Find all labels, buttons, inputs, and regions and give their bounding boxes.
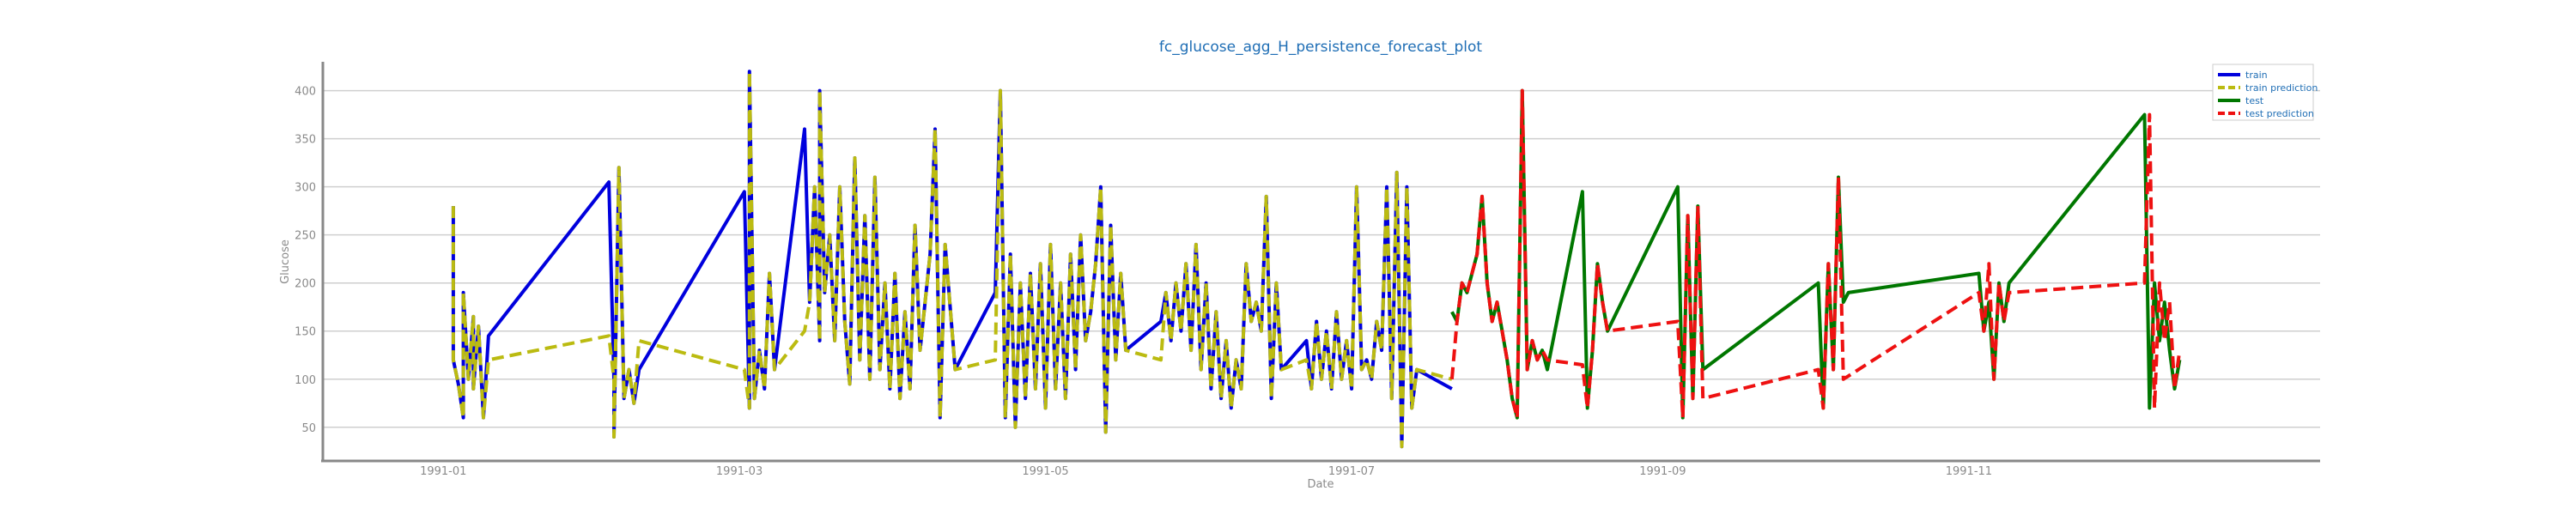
y-tick-labels: 50 100 150 200 250 300 350 400 <box>295 86 316 435</box>
series-lines <box>451 70 2182 449</box>
x-axis-title: Date <box>1307 478 1334 491</box>
legend-label: test prediction <box>2245 108 2314 119</box>
legend-label: train <box>2245 70 2268 81</box>
x-tick-label: 1991-03 <box>716 465 762 478</box>
y-tick-label: 350 <box>295 134 316 147</box>
x-tick-labels: 1991-01 1991-03 1991-05 1991-07 1991-09 1991-… <box>420 465 1992 478</box>
y-tick-label: 50 <box>301 422 316 435</box>
y-tick-label: 400 <box>295 86 316 99</box>
chart-title: fc_glucose_agg_H_persistence_forecast_pl… <box>1159 39 1483 56</box>
y-tick-label: 150 <box>295 326 316 339</box>
y-tick-label: 250 <box>295 230 316 243</box>
y-tick-label: 100 <box>295 374 316 387</box>
series-line-3 <box>1449 88 2182 420</box>
y-axis-title: Glucose <box>279 239 292 284</box>
x-tick-label: 1991-11 <box>1946 465 1992 478</box>
series-line-1 <box>451 70 1453 449</box>
x-tick-label: 1991-05 <box>1022 465 1068 478</box>
grid-lines <box>323 89 2320 428</box>
y-tick-label: 200 <box>295 278 316 291</box>
y-tick-label: 300 <box>295 182 316 195</box>
x-tick-label: 1991-01 <box>420 465 466 478</box>
legend-label: test <box>2245 95 2264 106</box>
x-tick-label: 1991-07 <box>1328 465 1375 478</box>
x-tick-label: 1991-09 <box>1639 465 1686 478</box>
legend-label: train prediction <box>2245 82 2318 94</box>
